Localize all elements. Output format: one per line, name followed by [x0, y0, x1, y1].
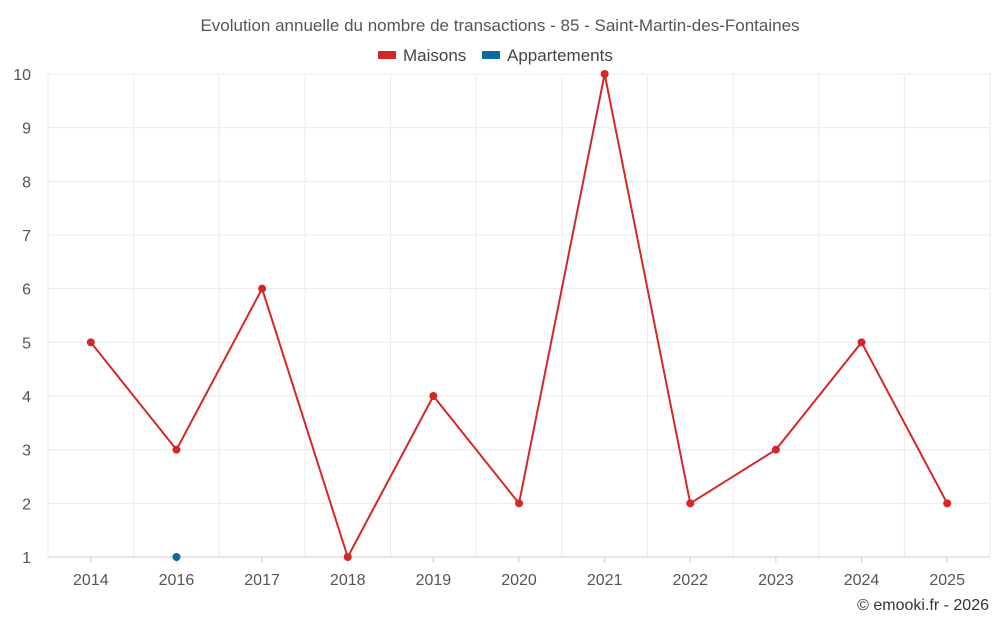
x-tick-label: 2020 — [501, 572, 537, 589]
series-maisons — [86, 70, 952, 561]
chart-title: Evolution annuelle du nombre de transact… — [200, 16, 799, 35]
x-tick-label: 2017 — [244, 572, 280, 589]
y-tick-label: 8 — [22, 174, 31, 191]
legend: Maisons Appartements — [378, 46, 613, 65]
data-point-maisons[interactable] — [943, 499, 952, 508]
credit-text: © emooki.fr - 2026 — [857, 597, 989, 614]
legend-swatch-appartements — [482, 51, 500, 59]
data-point-maisons[interactable] — [515, 499, 523, 508]
legend-swatch-maisons — [378, 51, 396, 59]
series-appartements — [172, 553, 181, 561]
x-tick-label: 2016 — [159, 572, 195, 589]
grid — [47, 73, 991, 557]
x-tick-label: 2019 — [416, 572, 452, 589]
y-tick-label: 10 — [13, 67, 31, 84]
y-tick-label: 4 — [22, 389, 31, 406]
x-tick-label: 2021 — [587, 572, 623, 589]
legend-label-appartements: Appartements — [507, 46, 613, 65]
data-point-maisons[interactable] — [686, 499, 695, 508]
x-tick-label: 2024 — [844, 572, 880, 589]
y-tick-label: 9 — [22, 121, 31, 138]
x-tick-label: 2014 — [73, 572, 109, 589]
data-point-maisons[interactable] — [258, 284, 267, 293]
y-tick-label: 5 — [22, 335, 31, 352]
x-tick-label: 2018 — [330, 572, 366, 589]
data-point-maisons[interactable] — [600, 70, 609, 78]
data-point-maisons[interactable] — [857, 338, 866, 347]
series — [86, 70, 952, 561]
x-tick-label: 2023 — [758, 572, 794, 589]
data-point-maisons[interactable] — [86, 338, 95, 347]
y-tick-label: 7 — [22, 228, 31, 245]
legend-label-maisons: Maisons — [403, 46, 466, 65]
y-tick-label: 3 — [22, 443, 31, 460]
data-point-appartements[interactable] — [172, 553, 181, 561]
axes: 1 2 3 4 5 6 7 8 9 10 2014 2016 2017 2018 2019 2020 2021 2… — [13, 67, 990, 589]
y-tick-label: 6 — [22, 282, 31, 299]
y-tick-label: 1 — [22, 550, 31, 567]
y-tick-label: 2 — [22, 496, 31, 513]
x-tick-label: 2022 — [672, 572, 708, 589]
data-point-maisons[interactable] — [343, 553, 352, 561]
legend-item-appartements[interactable]: Appartements — [482, 46, 613, 65]
legend-item-maisons[interactable]: Maisons — [378, 46, 466, 65]
data-point-maisons[interactable] — [771, 445, 780, 454]
data-point-maisons[interactable] — [172, 445, 181, 454]
data-point-maisons[interactable] — [429, 392, 438, 400]
x-tick-label: 2025 — [929, 572, 965, 589]
